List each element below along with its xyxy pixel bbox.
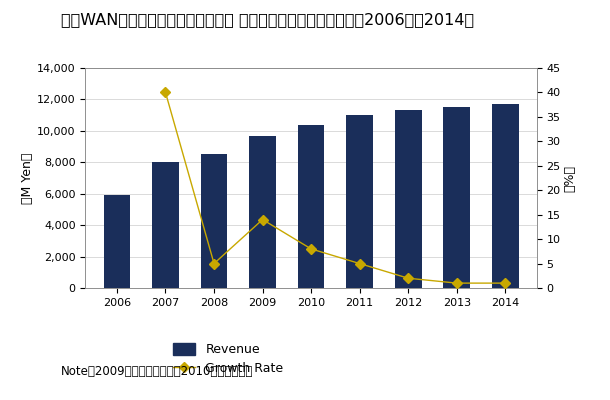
- Bar: [346, 115, 373, 288]
- Text: Note：2009年までは実績値、2010年以降は予測: Note：2009年までは実績値、2010年以降は予測: [61, 365, 253, 378]
- Bar: [152, 162, 179, 288]
- Text: 国内WANアプリケーション配信市場 エンドユーザー売上額予測、2006年～2014年: 国内WANアプリケーション配信市場 エンドユーザー売上額予測、2006年～201…: [61, 12, 474, 27]
- Bar: [298, 124, 325, 288]
- Y-axis label: （%）: （%）: [564, 164, 576, 192]
- Bar: [395, 110, 422, 288]
- Bar: [492, 104, 518, 288]
- Legend: Revenue, Growth Rate: Revenue, Growth Rate: [173, 343, 284, 375]
- Bar: [249, 136, 276, 288]
- Y-axis label: （M Yen）: （M Yen）: [21, 152, 34, 204]
- Bar: [104, 195, 131, 288]
- Bar: [201, 154, 228, 288]
- Bar: [443, 107, 470, 288]
